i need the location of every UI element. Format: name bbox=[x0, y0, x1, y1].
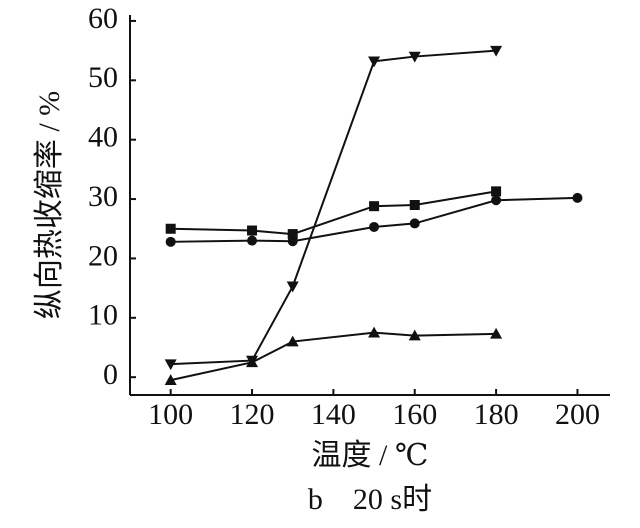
x-tick-label: 200 bbox=[555, 398, 600, 431]
y-tick-label: 40 bbox=[88, 121, 118, 154]
point bbox=[490, 45, 503, 57]
point bbox=[409, 218, 420, 229]
point bbox=[572, 192, 583, 203]
series-line bbox=[170, 49, 497, 366]
point bbox=[491, 186, 502, 197]
point bbox=[164, 359, 177, 371]
caption: b 20 s时 bbox=[308, 483, 432, 516]
point bbox=[246, 356, 259, 368]
x-axis-label: 温度 / ℃ bbox=[312, 439, 429, 472]
x-tick-label: 120 bbox=[230, 398, 275, 431]
point bbox=[368, 326, 381, 338]
point bbox=[408, 51, 421, 63]
x-tick-label: 180 bbox=[474, 398, 519, 431]
y-tick-label: 60 bbox=[88, 2, 118, 35]
y-tick-label: 20 bbox=[88, 239, 118, 272]
point bbox=[368, 56, 381, 68]
point bbox=[490, 327, 503, 339]
series-line bbox=[170, 190, 497, 236]
point bbox=[369, 201, 380, 212]
x-tick-label: 160 bbox=[392, 398, 437, 431]
y-axis-label: 纵向热收缩率 / % bbox=[33, 91, 66, 319]
point bbox=[286, 281, 299, 293]
x-tick-label: 100 bbox=[148, 398, 193, 431]
point bbox=[287, 229, 298, 240]
point bbox=[164, 374, 177, 385]
point bbox=[247, 235, 258, 246]
y-tick-label: 50 bbox=[88, 61, 118, 94]
point bbox=[491, 195, 502, 206]
y-tick-label: 10 bbox=[88, 299, 118, 332]
y-tick-label: 30 bbox=[88, 180, 118, 213]
point bbox=[286, 335, 299, 347]
point bbox=[165, 236, 176, 247]
point bbox=[287, 236, 298, 247]
x-tick-label: 140 bbox=[311, 398, 356, 431]
point bbox=[247, 225, 258, 236]
y-tick-label: 0 bbox=[103, 358, 118, 391]
point bbox=[165, 223, 176, 234]
point bbox=[369, 221, 380, 232]
point bbox=[409, 200, 420, 210]
series-line bbox=[170, 331, 497, 382]
point bbox=[408, 329, 421, 341]
